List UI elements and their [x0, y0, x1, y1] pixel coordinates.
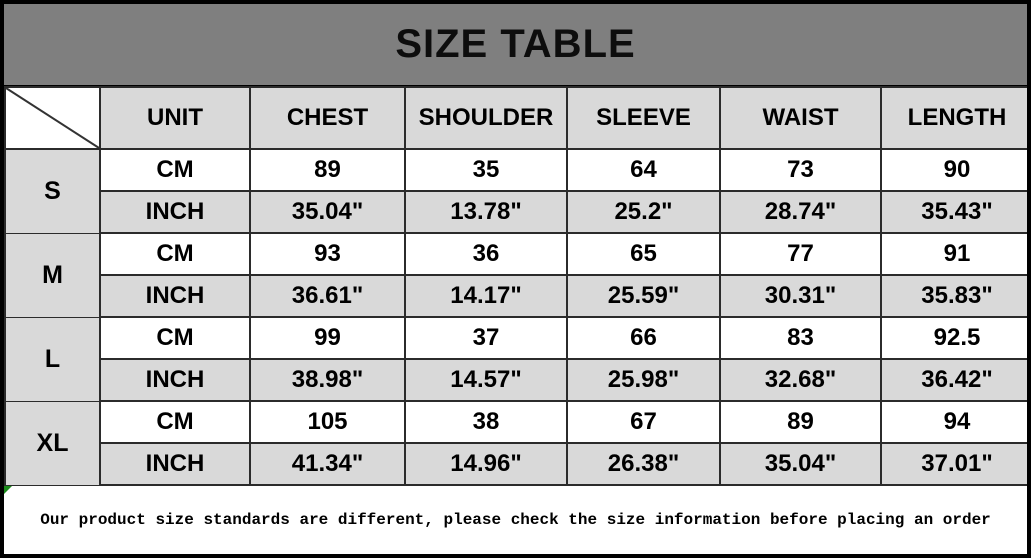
table-row: INCH 36.61" 14.17" 25.59" 30.31" 35.83": [5, 274, 1027, 318]
note-bar: Our product size standards are different…: [4, 486, 1027, 554]
table-row: M CM 93 36 65 77 91: [4, 232, 1027, 318]
size-label: S: [4, 148, 101, 234]
value-cell: 90: [880, 148, 1027, 192]
value-cell: 105: [249, 400, 406, 444]
value-cell: 25.98": [566, 358, 721, 402]
unit-cell: INCH: [99, 442, 251, 486]
value-cell: 14.57": [404, 358, 568, 402]
unit-cell: CM: [99, 316, 251, 360]
page-title: SIZE TABLE: [395, 22, 636, 66]
unit-cell: INCH: [99, 358, 251, 402]
green-corner-marker-icon: [4, 486, 12, 494]
value-cell: 36.42": [880, 358, 1027, 402]
table-row: INCH 38.98" 14.57" 25.98" 32.68" 36.42": [5, 358, 1027, 402]
size-table: UNIT CHEST SHOULDER SLEEVE WAIST LENGTH …: [4, 86, 1027, 486]
value-cell: 35.04": [249, 190, 406, 234]
unit-cell: INCH: [99, 274, 251, 318]
value-cell: 89: [719, 400, 882, 444]
value-cell: 89: [249, 148, 406, 192]
table-row: XL CM 105 38 67 89 94: [4, 400, 1027, 486]
value-cell: 38.98": [249, 358, 406, 402]
value-cell: 36.61": [249, 274, 406, 318]
value-cell: 35.04": [719, 442, 882, 486]
value-cell: 13.78": [404, 190, 568, 234]
column-header-length: LENGTH: [880, 86, 1027, 150]
value-cell: 14.96": [404, 442, 568, 486]
value-cell: 25.59": [566, 274, 721, 318]
value-cell: 38: [404, 400, 568, 444]
value-cell: 35: [404, 148, 568, 192]
value-cell: 32.68": [719, 358, 882, 402]
column-header-chest: CHEST: [249, 86, 406, 150]
value-cell: 77: [719, 232, 882, 276]
value-cell: 92.5: [880, 316, 1027, 360]
title-bar: SIZE TABLE: [4, 4, 1027, 86]
value-cell: 73: [719, 148, 882, 192]
value-cell: 66: [566, 316, 721, 360]
table-row: INCH 35.04" 13.78" 25.2" 28.74" 35.43": [5, 190, 1027, 234]
unit-cell: INCH: [99, 190, 251, 234]
column-header-waist: WAIST: [719, 86, 882, 150]
unit-cell: CM: [99, 400, 251, 444]
value-cell: 28.74": [719, 190, 882, 234]
size-label: M: [4, 232, 101, 318]
table-row: INCH 41.34" 14.96" 26.38" 35.04" 37.01": [5, 442, 1027, 486]
diagonal-line-icon: [6, 88, 99, 148]
value-cell: 91: [880, 232, 1027, 276]
unit-cell: CM: [99, 232, 251, 276]
size-label: XL: [4, 400, 101, 486]
value-cell: 64: [566, 148, 721, 192]
column-header-sleeve: SLEEVE: [566, 86, 721, 150]
value-cell: 37: [404, 316, 568, 360]
diagonal-cell: [4, 86, 101, 150]
value-cell: 93: [249, 232, 406, 276]
value-cell: 14.17": [404, 274, 568, 318]
value-cell: 41.34": [249, 442, 406, 486]
value-cell: 30.31": [719, 274, 882, 318]
table-row: S CM 89 35 64 73 90: [4, 148, 1027, 234]
value-cell: 94: [880, 400, 1027, 444]
unit-cell: CM: [99, 148, 251, 192]
header-row: UNIT CHEST SHOULDER SLEEVE WAIST LENGTH: [4, 86, 1027, 150]
value-cell: 35.43": [880, 190, 1027, 234]
note-text: Our product size standards are different…: [40, 511, 991, 529]
value-cell: 36: [404, 232, 568, 276]
value-cell: 99: [249, 316, 406, 360]
column-header-shoulder: SHOULDER: [404, 86, 568, 150]
value-cell: 83: [719, 316, 882, 360]
table-row: L CM 99 37 66 83 92.5: [4, 316, 1027, 402]
value-cell: 26.38": [566, 442, 721, 486]
value-cell: 65: [566, 232, 721, 276]
value-cell: 37.01": [880, 442, 1027, 486]
value-cell: 25.2": [566, 190, 721, 234]
column-header-unit: UNIT: [99, 86, 251, 150]
size-label: L: [4, 316, 101, 402]
value-cell: 67: [566, 400, 721, 444]
value-cell: 35.83": [880, 274, 1027, 318]
